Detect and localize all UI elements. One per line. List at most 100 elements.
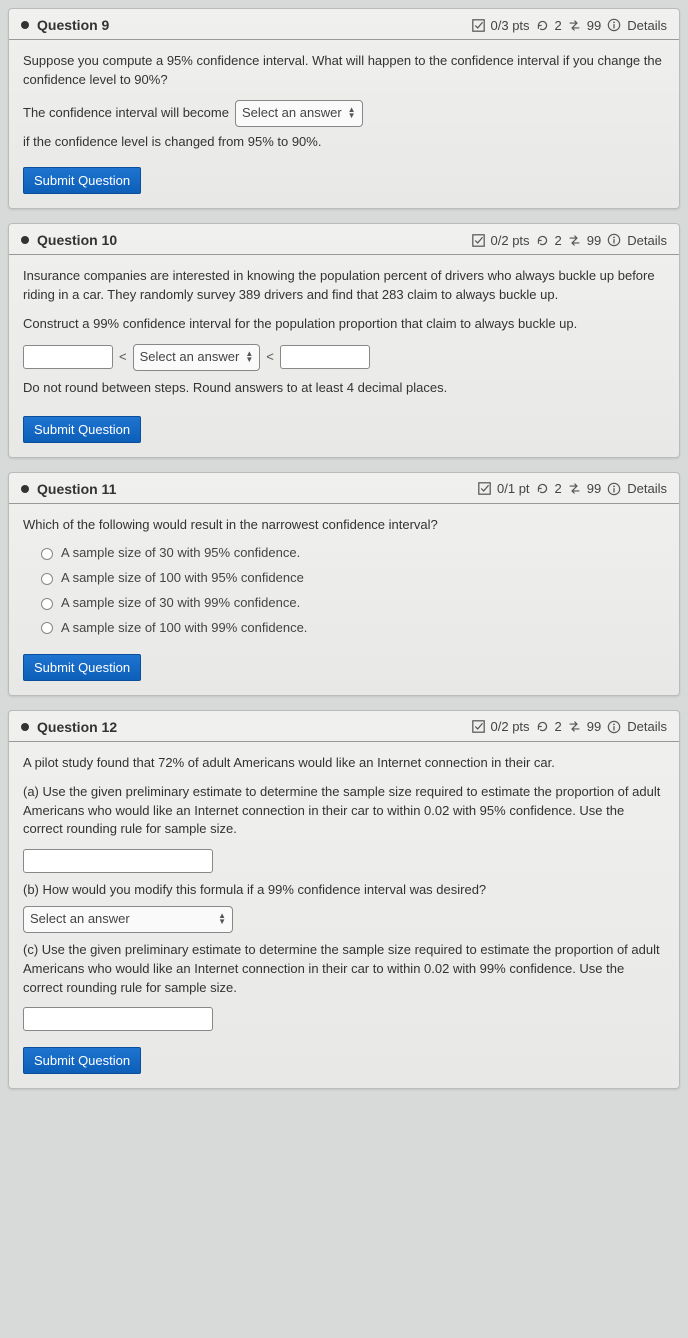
radio-option-3[interactable]: A sample size of 30 with 99% confidence. <box>41 594 665 613</box>
option-label: A sample size of 100 with 95% confidence <box>61 569 304 588</box>
stepper-icon: ▲▼ <box>348 107 356 119</box>
question-meta: 0/2 pts 2 99 Details <box>472 233 667 248</box>
question-10-card: Question 10 0/2 pts 2 99 Details Insuran… <box>8 223 680 457</box>
option-label: A sample size of 30 with 95% confidence. <box>61 544 300 563</box>
remaining-text: 99 <box>587 233 601 248</box>
question-9-card: Question 9 0/3 pts 2 99 Details Suppose … <box>8 8 680 209</box>
bullet-icon <box>21 723 29 731</box>
radio-icon <box>41 573 53 585</box>
remaining-text: 99 <box>587 481 601 496</box>
points-text: 0/3 pts <box>491 18 530 33</box>
parameter-select[interactable]: Select an answer ▲▼ <box>133 344 261 371</box>
checkbox-icon <box>472 19 485 32</box>
prompt-text: Suppose you compute a 95% confidence int… <box>23 52 665 90</box>
question-header: Question 10 0/2 pts 2 99 Details <box>9 224 679 255</box>
radio-option-1[interactable]: A sample size of 30 with 95% confidence. <box>41 544 665 563</box>
radio-option-4[interactable]: A sample size of 100 with 99% confidence… <box>41 619 665 638</box>
checkbox-icon <box>472 234 485 247</box>
bullet-icon <box>21 236 29 244</box>
part-c-input-row <box>23 1007 665 1031</box>
text-before-select: The confidence interval will become <box>23 104 229 123</box>
prompt-text: A pilot study found that 72% of adult Am… <box>23 754 665 773</box>
bullet-icon <box>21 485 29 493</box>
interval-row: < Select an answer ▲▼ < <box>23 344 665 371</box>
question-body: A pilot study found that 72% of adult Am… <box>9 742 679 1089</box>
rounding-note: Do not round between steps. Round answer… <box>23 379 665 398</box>
question-title: Question 10 <box>37 232 117 248</box>
question-header: Question 12 0/2 pts 2 99 Details <box>9 711 679 742</box>
question-meta: 0/1 pt 2 99 Details <box>478 481 667 496</box>
details-link[interactable]: Details <box>627 481 667 496</box>
question-body: Which of the following would result in t… <box>9 504 679 695</box>
details-link[interactable]: Details <box>627 233 667 248</box>
submit-button[interactable]: Submit Question <box>23 1047 141 1074</box>
question-meta: 0/2 pts 2 99 Details <box>472 719 667 734</box>
stepper-icon: ▲▼ <box>245 351 253 363</box>
details-link[interactable]: Details <box>627 719 667 734</box>
radio-list: A sample size of 30 with 95% confidence.… <box>41 544 665 637</box>
retry-icon <box>536 720 549 733</box>
question-body: Insurance companies are interested in kn… <box>9 255 679 456</box>
submit-button[interactable]: Submit Question <box>23 654 141 681</box>
question-title: Question 11 <box>37 481 116 497</box>
retry-icon <box>536 234 549 247</box>
question-header: Question 9 0/3 pts 2 99 Details <box>9 9 679 40</box>
question-header: Question 11 0/1 pt 2 99 Details <box>9 473 679 504</box>
attempts-text: 2 <box>555 18 562 33</box>
retry-icon <box>536 19 549 32</box>
text-after-select: if the confidence level is changed from … <box>23 133 321 152</box>
option-label: A sample size of 30 with 99% confidence. <box>61 594 300 613</box>
submit-button[interactable]: Submit Question <box>23 167 141 194</box>
remaining-text: 99 <box>587 719 601 734</box>
lower-bound-input[interactable] <box>23 345 113 369</box>
question-meta: 0/3 pts 2 99 Details <box>472 18 667 33</box>
prompt-text-2: Construct a 99% confidence interval for … <box>23 315 665 334</box>
answer-row: The confidence interval will become Sele… <box>23 100 665 152</box>
points-text: 0/2 pts <box>491 233 530 248</box>
part-c-input[interactable] <box>23 1007 213 1031</box>
question-title: Question 9 <box>37 17 109 33</box>
part-b-text: (b) How would you modify this formula if… <box>23 881 665 900</box>
attempts-text: 2 <box>555 233 562 248</box>
remaining-text: 99 <box>587 18 601 33</box>
points-text: 0/2 pts <box>491 719 530 734</box>
attempts-text: 2 <box>555 719 562 734</box>
answer-select[interactable]: Select an answer ▲▼ <box>235 100 363 127</box>
attempts-text: 2 <box>555 481 562 496</box>
part-b-row: Select an answer ▲▼ <box>23 906 665 933</box>
submit-button[interactable]: Submit Question <box>23 416 141 443</box>
select-placeholder: Select an answer <box>140 348 240 367</box>
swap-icon <box>568 482 581 495</box>
swap-icon <box>568 720 581 733</box>
radio-icon <box>41 598 53 610</box>
part-a-input-row <box>23 849 665 873</box>
part-a-input[interactable] <box>23 849 213 873</box>
radio-icon <box>41 622 53 634</box>
question-12-card: Question 12 0/2 pts 2 99 Details A pilot… <box>8 710 680 1090</box>
select-placeholder: Select an answer <box>30 910 130 929</box>
stepper-icon: ▲▼ <box>218 913 226 925</box>
checkbox-icon <box>478 482 491 495</box>
part-a-text: (a) Use the given preliminary estimate t… <box>23 783 665 840</box>
bullet-icon <box>21 21 29 29</box>
info-icon <box>607 482 621 496</box>
details-link[interactable]: Details <box>627 18 667 33</box>
info-icon <box>607 18 621 32</box>
select-placeholder: Select an answer <box>242 104 342 123</box>
option-label: A sample size of 100 with 99% confidence… <box>61 619 307 638</box>
radio-icon <box>41 548 53 560</box>
prompt-text: Which of the following would result in t… <box>23 516 665 535</box>
part-c-text: (c) Use the given preliminary estimate t… <box>23 941 665 998</box>
prompt-text-1: Insurance companies are interested in kn… <box>23 267 665 305</box>
question-title: Question 12 <box>37 719 117 735</box>
question-body: Suppose you compute a 95% confidence int… <box>9 40 679 208</box>
info-icon <box>607 233 621 247</box>
radio-option-2[interactable]: A sample size of 100 with 95% confidence <box>41 569 665 588</box>
less-than-2: < <box>266 348 274 367</box>
swap-icon <box>568 234 581 247</box>
retry-icon <box>536 482 549 495</box>
upper-bound-input[interactable] <box>280 345 370 369</box>
part-b-select[interactable]: Select an answer ▲▼ <box>23 906 233 933</box>
checkbox-icon <box>472 720 485 733</box>
points-text: 0/1 pt <box>497 481 530 496</box>
